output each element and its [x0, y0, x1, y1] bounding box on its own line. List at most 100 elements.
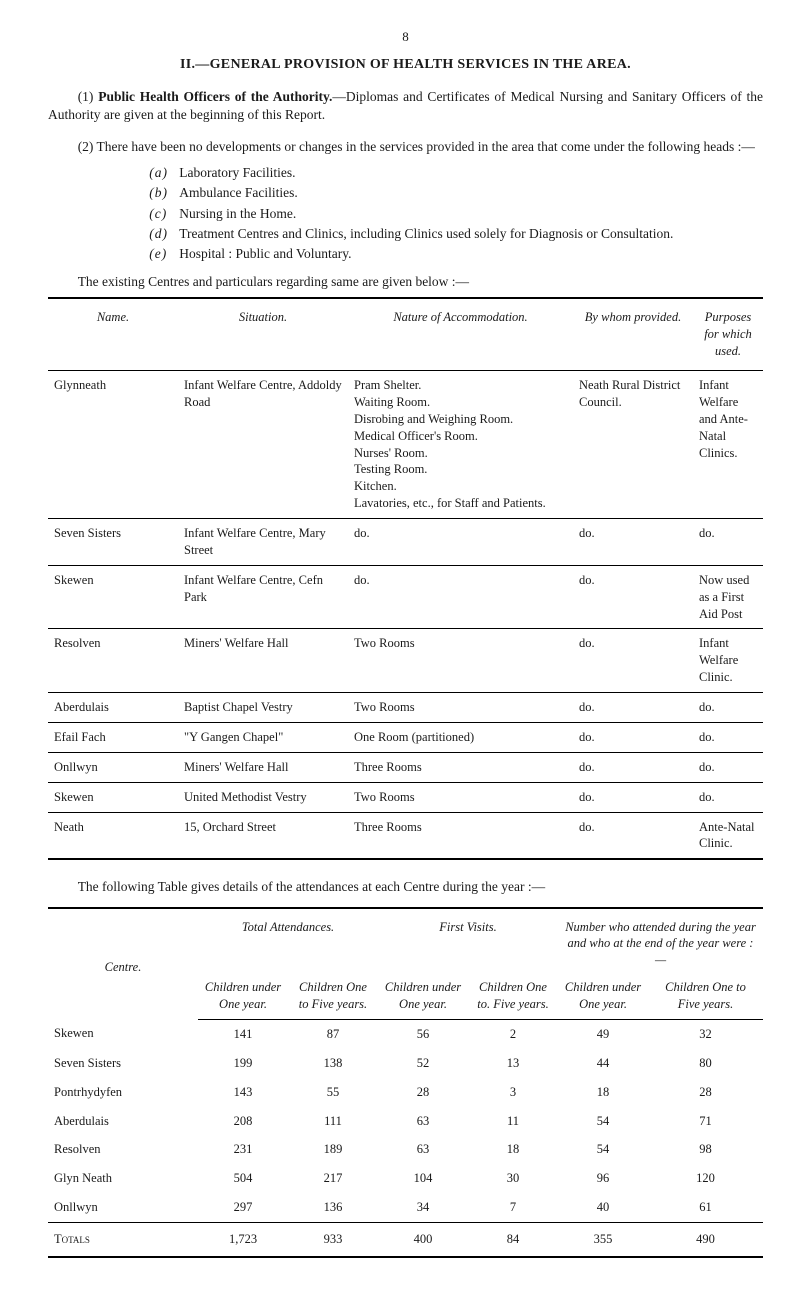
- table-cell: Miners' Welfare Hall: [178, 629, 348, 693]
- table-cell: Neath: [48, 812, 178, 859]
- table-cell: Ante-Natal Clinic.: [693, 812, 763, 859]
- value-cell: 54: [558, 1107, 648, 1136]
- centre-label: Centre.: [48, 908, 198, 1020]
- table-cell: do.: [573, 693, 693, 723]
- value-cell: 87: [288, 1019, 378, 1048]
- centres-table-body: GlynneathInfant Welfare Centre, Addoldy …: [48, 371, 763, 860]
- sub-header: Children under One year.: [198, 973, 288, 1019]
- table-row: Efail Fach"Y Gangen Chapel"One Room (par…: [48, 722, 763, 752]
- list-text: Nursing in the Home.: [179, 206, 296, 221]
- table-row: Glyn Neath5042171043096120: [48, 1164, 763, 1193]
- table-cell: "Y Gangen Chapel": [178, 722, 348, 752]
- value-cell: 30: [468, 1164, 558, 1193]
- table-cell: Baptist Chapel Vestry: [178, 693, 348, 723]
- list-item: (d)Treatment Centres and Clinics, includ…: [149, 225, 763, 243]
- table-cell: Aberdulais: [48, 693, 178, 723]
- page-number: 8: [48, 28, 763, 46]
- table-cell: do.: [573, 722, 693, 752]
- th-purpose: Purposes for which used.: [693, 298, 763, 370]
- table-row: Neath15, Orchard StreetThree Roomsdo.Ant…: [48, 812, 763, 859]
- sub-list: (a)Laboratory Facilities. (b) Ambulance F…: [48, 164, 763, 263]
- list-item: (b) Ambulance Facilities.: [149, 184, 763, 202]
- table-cell: United Methodist Vestry: [178, 782, 348, 812]
- table-cell: do.: [573, 519, 693, 566]
- table-header-row: Name. Situation. Nature of Accommodation…: [48, 298, 763, 370]
- table-row: Onllwyn2971363474061: [48, 1193, 763, 1222]
- group-header: Number who attended during the year and …: [558, 908, 763, 974]
- table-cell: One Room (partitioned): [348, 722, 573, 752]
- table-row: SkewenInfant Welfare Centre, Cefn Parkdo…: [48, 565, 763, 629]
- value-cell: 80: [648, 1049, 763, 1078]
- value-cell: 63: [378, 1135, 468, 1164]
- list-marker: (b): [149, 184, 171, 202]
- centre-name-cell: Pontrhydyfen: [48, 1078, 198, 1107]
- table-cell: Skewen: [48, 782, 178, 812]
- centre-name-cell: Skewen: [48, 1019, 198, 1048]
- value-cell: 61: [648, 1193, 763, 1222]
- table-cell: do.: [693, 752, 763, 782]
- table-cell: do.: [693, 693, 763, 723]
- table-cell: do.: [573, 629, 693, 693]
- centre-name-cell: Resolven: [48, 1135, 198, 1164]
- value-cell: 18: [468, 1135, 558, 1164]
- totals-label: Totals: [48, 1223, 198, 1257]
- value-cell: 104: [378, 1164, 468, 1193]
- table-cell: Infant Welfare Centre, Cefn Park: [178, 565, 348, 629]
- list-item: (a)Laboratory Facilities.: [149, 164, 763, 182]
- table-cell: Two Rooms: [348, 629, 573, 693]
- section-heading: II.—GENERAL PROVISION OF HEALTH SERVICES…: [48, 56, 763, 75]
- centre-name-cell: Seven Sisters: [48, 1049, 198, 1078]
- sub-header: Children One to Five years.: [648, 973, 763, 1019]
- table-row: Skewen141875624932: [48, 1019, 763, 1048]
- table-row: ResolvenMiners' Welfare HallTwo Roomsdo.…: [48, 629, 763, 693]
- table-row: Resolven23118963185498: [48, 1135, 763, 1164]
- totals-cell: 355: [558, 1223, 648, 1257]
- totals-cell: 400: [378, 1223, 468, 1257]
- list-item: (e)Hospital : Public and Voluntary.: [149, 245, 763, 263]
- value-cell: 18: [558, 1078, 648, 1107]
- para1-bold: Public Health Officers of the Authority.: [98, 89, 332, 104]
- totals-cell: 84: [468, 1223, 558, 1257]
- table-cell: Efail Fach: [48, 722, 178, 752]
- table-cell: Miners' Welfare Hall: [178, 752, 348, 782]
- list-marker: (e): [149, 245, 171, 263]
- sub-header: Children One to. Five years.: [468, 973, 558, 1019]
- table-row: Seven Sisters19913852134480: [48, 1049, 763, 1078]
- totals-cell: 1,723: [198, 1223, 288, 1257]
- table-cell: Two Rooms: [348, 782, 573, 812]
- value-cell: 98: [648, 1135, 763, 1164]
- table-cell: 15, Orchard Street: [178, 812, 348, 859]
- list-text: Treatment Centres and Clinics, including…: [179, 226, 673, 241]
- value-cell: 297: [198, 1193, 288, 1222]
- table-cell: Neath Rural District Council.: [573, 371, 693, 519]
- centre-name-cell: Aberdulais: [48, 1107, 198, 1136]
- table-cell: do.: [573, 565, 693, 629]
- table-cell: do.: [573, 812, 693, 859]
- table-cell: Resolven: [48, 629, 178, 693]
- table-cell: do.: [693, 519, 763, 566]
- group-header-row: Centre. Total Attendances. First Visits.…: [48, 908, 763, 974]
- value-cell: 141: [198, 1019, 288, 1048]
- list-text: Ambulance Facilities.: [179, 185, 297, 200]
- value-cell: 7: [468, 1193, 558, 1222]
- value-cell: 13: [468, 1049, 558, 1078]
- value-cell: 96: [558, 1164, 648, 1193]
- table-cell: Infant Welfare Centre, Addoldy Road: [178, 371, 348, 519]
- value-cell: 55: [288, 1078, 378, 1107]
- paragraph-4: The following Table gives details of the…: [48, 878, 763, 896]
- centres-table: Name. Situation. Nature of Accommodation…: [48, 297, 763, 860]
- list-item: (c)Nursing in the Home.: [149, 205, 763, 223]
- table-row: GlynneathInfant Welfare Centre, Addoldy …: [48, 371, 763, 519]
- table-cell: Seven Sisters: [48, 519, 178, 566]
- table-row: SkewenUnited Methodist VestryTwo Roomsdo…: [48, 782, 763, 812]
- table-cell: do.: [573, 752, 693, 782]
- page: 8 II.—GENERAL PROVISION OF HEALTH SERVIC…: [0, 0, 801, 1306]
- value-cell: 49: [558, 1019, 648, 1048]
- value-cell: 56: [378, 1019, 468, 1048]
- sub-header: Children under One year.: [378, 973, 468, 1019]
- table-cell: do.: [573, 782, 693, 812]
- value-cell: 189: [288, 1135, 378, 1164]
- table-cell: Three Rooms: [348, 752, 573, 782]
- value-cell: 32: [648, 1019, 763, 1048]
- value-cell: 71: [648, 1107, 763, 1136]
